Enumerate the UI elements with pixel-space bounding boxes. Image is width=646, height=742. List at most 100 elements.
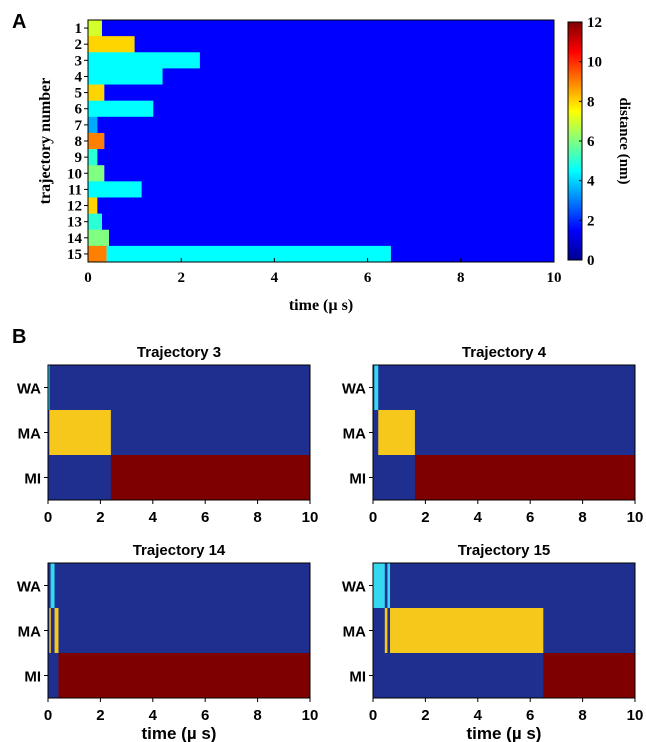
row-label-2: 2	[75, 37, 83, 53]
x-axis-label: time (µ s)	[142, 724, 217, 742]
plot-frame	[87, 19, 555, 263]
heatmap-row-13-segment-0	[88, 213, 102, 231]
state-ma-segment-0	[378, 410, 415, 455]
x-tick-label-4: 4	[271, 270, 279, 286]
row-label-5: 5	[75, 86, 83, 102]
state-label-ma: MA	[18, 624, 41, 641]
heatmap-row-14-segment-1	[108, 229, 554, 247]
x-tick-label-10: 10	[302, 509, 319, 526]
heatmap-row-11-segment-0	[88, 181, 142, 198]
heatmap-row-7-segment-0	[88, 116, 98, 134]
plot-frame	[47, 364, 311, 501]
row-label-10: 10	[67, 166, 82, 182]
panel-b-trajectory-15: WA MA MI Trajectory 15 0 2 4 6 8 10 time (µ s)	[342, 542, 644, 742]
heatmap-row-3-segment-0	[88, 52, 200, 69]
x-tick-label-2: 2	[421, 509, 429, 526]
state-label-wa: WA	[17, 579, 41, 596]
heatmap-row-5-segment-0	[88, 84, 105, 102]
heatmap-row-4-segment-0	[88, 68, 163, 85]
state-label-ma: MA	[343, 426, 366, 443]
panel-a-colorbar: 0 2 4 6 8 10 12 distance (nm)	[567, 15, 632, 269]
x-tick-label-2: 2	[96, 509, 104, 526]
state-label-ma: MA	[343, 624, 366, 641]
x-tick-label-6: 6	[201, 509, 209, 526]
x-tick-label-8: 8	[457, 270, 465, 286]
state-ma-segment-0	[384, 608, 388, 653]
heatmap-row-4-segment-1	[162, 68, 554, 85]
colorbar-tick-label-12: 12	[587, 15, 602, 31]
state-wa-segment-0	[374, 365, 379, 410]
state-wa-segment-0	[48, 365, 50, 410]
x-tick-label-8: 8	[253, 509, 261, 526]
row-label-11: 11	[68, 182, 82, 198]
state-label-ma: MA	[18, 426, 41, 443]
row-label-3: 3	[75, 53, 83, 69]
state-label-wa: WA	[342, 381, 366, 398]
x-tick-label-0: 0	[369, 707, 377, 724]
heatmap-row-2-segment-1	[134, 36, 554, 53]
row-label-4: 4	[75, 69, 83, 85]
colorbar-tick-label-8: 8	[587, 94, 595, 110]
x-axis-label: time (µ s)	[289, 297, 353, 314]
x-tick-label-0: 0	[44, 707, 52, 724]
x-tick-label-6: 6	[526, 509, 534, 526]
x-tick-label-10: 10	[547, 270, 562, 286]
x-tick-label-2: 2	[177, 270, 185, 286]
heatmap-row-1-segment-0	[88, 20, 102, 37]
x-tick-label-0: 0	[84, 270, 92, 286]
plot-frame	[372, 562, 636, 699]
colorbar-label: distance (nm)	[616, 97, 632, 184]
x-tick-label-4: 4	[149, 707, 158, 724]
state-wa-segment-0	[50, 563, 55, 608]
state-mi-segment-0	[414, 455, 635, 500]
y-axis-label: trajectory number	[37, 78, 54, 205]
panel-b-trajectory-4: WA MA MI Trajectory 4 0 2 4 6 8 10	[342, 344, 644, 526]
heatmap-row-6-segment-0	[88, 100, 154, 118]
heatmap-row-11-segment-1	[141, 181, 554, 198]
row-label-14: 14	[67, 231, 83, 247]
state-label-mi: MI	[24, 669, 41, 686]
panel-a-letter: A	[12, 11, 26, 33]
x-tick-label-2: 2	[421, 707, 429, 724]
state-ma-segment-1	[390, 608, 544, 653]
heatmap-row-13-segment-1	[101, 213, 554, 231]
heatmap-row-15-segment-0	[88, 245, 107, 263]
row-label-9: 9	[75, 150, 83, 166]
x-tick-label-4: 4	[149, 509, 158, 526]
state-wa-segment-0	[373, 563, 385, 608]
state-ma-segment-0	[49, 410, 111, 455]
x-tick-label-2: 2	[96, 707, 104, 724]
heatmap-row-9-segment-1	[97, 149, 554, 166]
row-label-13: 13	[67, 215, 82, 231]
heatmap-row-2-segment-0	[88, 36, 135, 53]
colorbar-tick-label-6: 6	[587, 134, 595, 150]
plot-frame	[372, 364, 636, 501]
state-mi-segment-0	[110, 455, 310, 500]
heatmap-row-14-segment-0	[88, 229, 109, 247]
heatmap-row-7-segment-1	[97, 116, 554, 134]
state-ma-segment-0	[49, 608, 51, 653]
heatmap-row-10-segment-1	[104, 165, 554, 182]
colorbar-tick-label-2: 2	[587, 213, 595, 229]
heatmap-row-9-segment-0	[88, 149, 98, 166]
x-axis-label: time (µ s)	[467, 724, 542, 742]
panel-title: Trajectory 15	[458, 542, 551, 559]
colorbar-tick-label-0: 0	[587, 253, 595, 269]
row-label-1: 1	[75, 21, 83, 37]
heatmap-row-5-segment-1	[104, 84, 554, 102]
row-label-12: 12	[67, 199, 82, 215]
x-tick-label-6: 6	[201, 707, 209, 724]
colorbar-tick-label-10: 10	[587, 55, 602, 71]
plot-frame	[47, 562, 311, 699]
state-label-wa: WA	[342, 579, 366, 596]
state-label-mi: MI	[24, 471, 41, 488]
heatmap-row-3-segment-1	[199, 52, 554, 69]
heatmap-row-15-segment-2	[390, 245, 554, 263]
panel-title: Trajectory 4	[462, 344, 547, 361]
x-tick-label-6: 6	[526, 707, 534, 724]
x-tick-label-10: 10	[627, 707, 644, 724]
heatmap-row-12-segment-0	[88, 197, 98, 214]
state-label-wa: WA	[17, 381, 41, 398]
x-tick-label-4: 4	[474, 707, 483, 724]
